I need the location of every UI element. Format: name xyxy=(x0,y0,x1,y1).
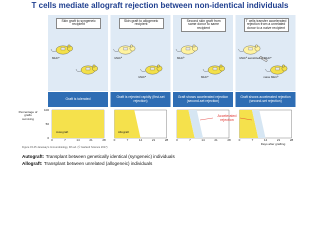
x-tick-label: 0 xyxy=(176,138,178,142)
survival-area xyxy=(177,110,195,138)
definition-text: Transplant between genetically identical… xyxy=(45,154,175,159)
figure-credit: Figure 15.45 Janeway's Immunobiology, 9t… xyxy=(22,146,108,149)
x-tick-label: 0 xyxy=(51,138,53,142)
skin-graft xyxy=(60,47,66,51)
mhc-label: MHCᵃ xyxy=(52,56,60,60)
x-tick-label: 0 xyxy=(238,138,241,142)
slide-title: T cells mediate allograft rejection betw… xyxy=(31,1,289,10)
figure-graphics xyxy=(48,15,296,139)
mouse-tail xyxy=(175,48,182,52)
definition: Autograft: Transplant between genetically… xyxy=(22,154,175,159)
result-box xyxy=(235,92,296,107)
skin-graft xyxy=(150,67,155,71)
x-tick-label: 28 xyxy=(227,138,231,142)
mouse-tail xyxy=(265,68,271,72)
x-tick-label: 14 xyxy=(138,138,143,142)
x-tick-label: 21 xyxy=(151,138,156,142)
x-tick-label: 7 xyxy=(251,138,254,142)
mhc-label: MHCᵃ xyxy=(201,75,209,79)
mouse-ear xyxy=(255,44,258,48)
mouse-tail xyxy=(113,48,119,52)
mouse-tail xyxy=(238,48,244,52)
panel-caption: Skin graft to syngeneic recipient xyxy=(56,18,102,29)
mhc-label: MHCᵇ sensitized to MHCᵃ xyxy=(239,56,272,60)
result-label: Graft shows accelerated rejection (secon… xyxy=(240,94,291,103)
x-tick-label: 28 xyxy=(289,138,294,142)
reference-area xyxy=(188,110,203,138)
result-label: Graft is tolerated xyxy=(65,96,91,101)
x-tick-label: 0 xyxy=(113,138,116,142)
annotation: Accelerated rejection xyxy=(217,114,237,122)
mhc-label: MHCᵇ xyxy=(177,56,185,60)
x-axis-label: Days after grafting xyxy=(260,142,286,146)
mouse-tail xyxy=(140,68,146,72)
y-tick-label: 50 xyxy=(45,121,49,126)
definition-term: Autograft: xyxy=(22,154,45,159)
x-tick-label: 7 xyxy=(189,138,191,142)
panel-caption: Second skin graft from same donor to sam… xyxy=(181,18,227,33)
result-box xyxy=(110,92,171,107)
series-label: Allograft xyxy=(118,130,130,134)
result-label: Graft shows accelerated rejection (secon… xyxy=(177,94,229,103)
definition-term: Allograft: xyxy=(22,161,43,166)
mouse-tail xyxy=(50,48,57,52)
survival-area xyxy=(239,110,259,138)
definition: Allograft: Transplant between unrelated (… xyxy=(22,161,152,166)
survival-area xyxy=(114,110,141,138)
x-tick-label: 28 xyxy=(164,138,169,142)
slide: T cells mediate allograft rejection betw… xyxy=(18,1,296,166)
panel-caption: T cells transfer accelerated rejection f… xyxy=(243,18,289,33)
x-tick-label: 28 xyxy=(102,138,106,142)
skin-graft xyxy=(275,67,280,71)
mouse-tail xyxy=(75,68,82,72)
mouse-ear xyxy=(157,64,160,68)
result-label: Graft is rejected rapidly (first-set rej… xyxy=(116,94,165,103)
y-tick-label: 0 xyxy=(47,135,49,140)
mouse-ear xyxy=(219,64,223,68)
x-tick-label: 7 xyxy=(126,138,129,142)
syringe xyxy=(259,55,268,63)
skin-graft xyxy=(248,47,253,51)
mouse-tail xyxy=(202,68,209,72)
definition-text: Transplant between unrelated (allogeneic… xyxy=(43,161,153,166)
x-tick-label: 14 xyxy=(76,138,80,142)
skin-graft xyxy=(85,67,91,71)
annotation-arrow xyxy=(199,117,253,121)
x-tick-label: 14 xyxy=(263,138,268,142)
y-tick-label: 100 xyxy=(43,107,49,112)
mouse-ear xyxy=(282,64,285,68)
result-box xyxy=(173,92,233,107)
x-tick-label: 7 xyxy=(64,138,66,142)
x-tick-label: 14 xyxy=(201,138,205,142)
skin-graft xyxy=(185,47,191,51)
skin-graft xyxy=(212,67,218,71)
mouse-ear xyxy=(192,44,196,48)
mouse-ear xyxy=(130,44,133,48)
mhc-label: MHCᵃ xyxy=(138,75,146,79)
skin-graft xyxy=(123,47,128,51)
y-axis-label: Percentage of grafts surviving xyxy=(18,110,38,121)
mhc-label: naive MHCᵇ xyxy=(263,75,279,79)
x-tick-label: 21 xyxy=(276,138,281,142)
result-box xyxy=(48,92,108,107)
x-tick-label: 21 xyxy=(214,138,218,142)
series-label: Autograft xyxy=(56,130,69,134)
mouse-ear xyxy=(92,64,96,68)
x-tick-label: 21 xyxy=(89,138,93,142)
survival-area xyxy=(52,110,104,138)
mouse-ear xyxy=(67,44,71,48)
mhc-label: MHCᵇ xyxy=(114,56,122,60)
reference-area xyxy=(251,110,266,138)
panel-caption: Skin graft to allogeneic recipient xyxy=(118,18,164,29)
